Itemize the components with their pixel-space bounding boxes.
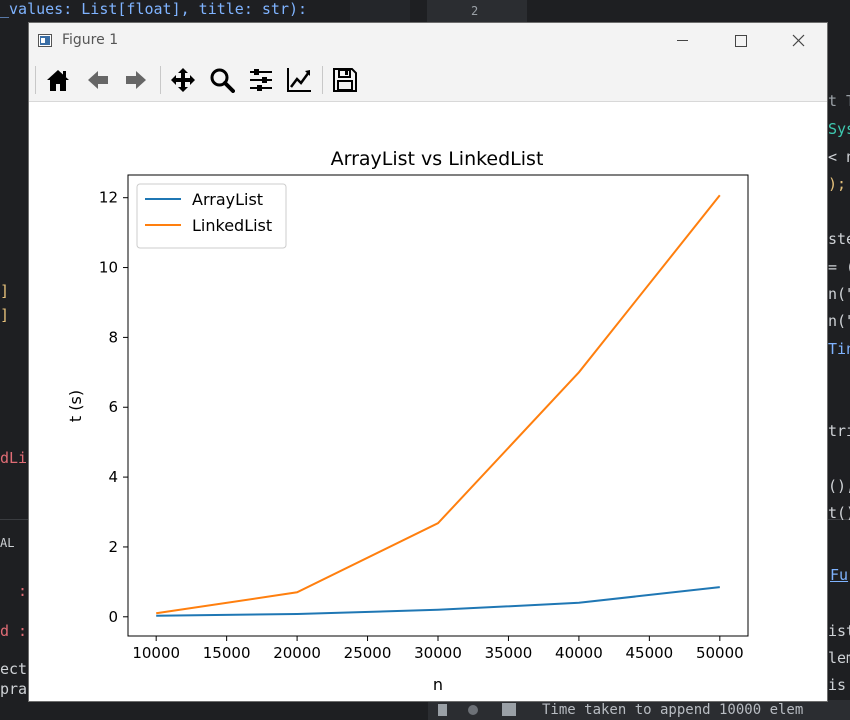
status-bar (428, 700, 850, 720)
window-titlebar[interactable]: Figure 1 (29, 23, 827, 59)
plot-canvas[interactable]: ArrayList vs LinkedList n t (s) 10000 150… (29, 102, 827, 701)
code-fragment: : (18, 582, 28, 600)
tab-number: 2 (471, 4, 479, 18)
back-button[interactable] (80, 62, 116, 98)
y-axis-label: t (s) (66, 390, 85, 422)
window-title: Figure 1 (62, 32, 119, 48)
save-icon (333, 68, 357, 92)
code-fragment: ste (828, 230, 850, 248)
code-fragment: d : (0, 622, 28, 640)
x-tick-label: 15000 (203, 644, 251, 662)
minimap (350, 0, 410, 22)
code-fragment: n(" (828, 312, 850, 330)
configure-subplots-button[interactable] (243, 62, 279, 98)
figure-app-icon (38, 34, 52, 47)
pan-icon (171, 68, 195, 92)
y-tick-label: 10 (99, 259, 118, 277)
code-fragment: ist (828, 622, 850, 640)
panel-tab-label: AL (0, 536, 15, 550)
edit-axis-button[interactable] (281, 62, 317, 98)
x-axis-label: n (433, 675, 443, 694)
maximize-icon (735, 35, 747, 47)
code-fragment: ] (0, 306, 10, 324)
legend-label: ArrayList (192, 190, 263, 209)
code-fragment: pra (0, 680, 28, 698)
code-fragment: Sys (828, 120, 850, 138)
navigation-toolbar (29, 59, 827, 102)
close-icon (792, 34, 805, 47)
y-tick-label: 2 (108, 538, 118, 556)
code-fragment: n(" (828, 285, 850, 303)
y-tick-label: 12 (99, 189, 118, 207)
y-tick-label: 0 (108, 608, 118, 626)
bookmark-icon[interactable] (438, 704, 447, 716)
code-fragment: Tin (828, 340, 850, 358)
code-fragment: (), (828, 477, 850, 495)
plot-frame (127, 174, 749, 637)
x-tick-label: 40000 (555, 644, 603, 662)
close-button[interactable] (769, 23, 827, 59)
printer-icon[interactable] (502, 703, 516, 716)
code-fragment: t() (828, 504, 850, 522)
legend-label: LinkedList (192, 216, 272, 235)
editor-tab-strip: 2 (427, 0, 527, 22)
forward-button[interactable] (118, 62, 154, 98)
code-fragment: = ( (828, 258, 850, 276)
x-tick-label: 30000 (414, 644, 462, 662)
code-fragment: dLi (0, 449, 28, 467)
series-line-arraylist (156, 586, 720, 617)
series-line-linkedlist (156, 194, 721, 615)
code-fragment: ] (0, 282, 10, 300)
y-tick-label: 6 (108, 398, 118, 416)
code-line-signature: _values: List[float], title: str): (0, 0, 308, 18)
maximize-button[interactable] (711, 23, 769, 59)
zoom-button[interactable] (204, 62, 240, 98)
x-tick-label: 20000 (273, 644, 321, 662)
figure-window: Figure 1 (28, 22, 828, 702)
code-fragment: tri (828, 422, 850, 440)
minimize-icon (677, 40, 688, 41)
home-icon (47, 70, 69, 91)
x-tick-label: 35000 (485, 644, 533, 662)
chart-title: ArrayList vs LinkedList (331, 148, 544, 170)
x-tick-label: 45000 (626, 644, 674, 662)
toolbar-separator (322, 66, 323, 94)
y-tick-label: 8 (108, 328, 118, 346)
code-fragment: ect (0, 660, 28, 678)
legend: ArrayList LinkedList (136, 183, 287, 249)
code-fragment: lem (828, 649, 850, 667)
debug-icon[interactable] (468, 705, 478, 715)
code-fragment: t T (828, 92, 850, 110)
save-button[interactable] (327, 62, 363, 98)
home-button[interactable] (40, 62, 76, 98)
y-tick-label: 4 (108, 468, 118, 486)
x-tick-label: 25000 (344, 644, 392, 662)
axis-ticks: 10000 15000 20000 25000 30000 35000 40000 45000… (99, 189, 744, 662)
toolbar-separator (160, 66, 161, 94)
code-fragment: is (828, 676, 847, 694)
series-lines (156, 194, 721, 617)
pan-button[interactable] (165, 62, 201, 98)
code-fragment: ); (828, 175, 847, 193)
forward-arrow-icon (126, 71, 146, 89)
back-arrow-icon (88, 71, 108, 89)
terminal-output: Time taken to append 10000 elem (542, 702, 804, 718)
toolbar-separator (35, 66, 36, 94)
minimize-button[interactable] (653, 23, 711, 59)
edit-axis-icon (287, 68, 311, 92)
x-tick-label: 10000 (132, 644, 180, 662)
code-fragment: < n (828, 148, 850, 166)
zoom-icon (210, 68, 235, 93)
x-tick-label: 50000 (696, 644, 744, 662)
line-chart: ArrayList vs LinkedList n t (s) 10000 150… (66, 148, 749, 694)
subplots-config-icon (250, 69, 272, 91)
code-fragment: Fu (830, 566, 849, 584)
